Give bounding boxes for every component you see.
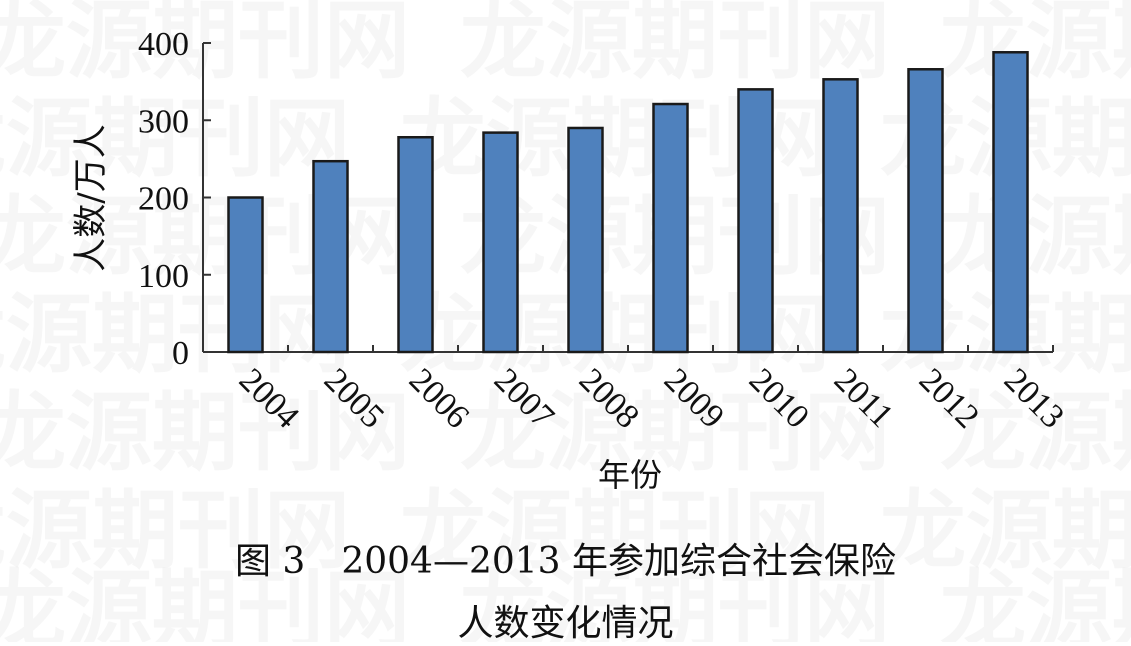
bar [907,68,944,354]
x-tick-label: 2009 [657,361,731,435]
x-tick-label: 2013 [997,361,1071,435]
figure-caption-line-1: 图 3 2004—2013 年参加综合社会保险 [234,541,897,582]
y-tick-label: 0 [172,335,189,372]
bar [822,78,859,354]
bar [992,51,1029,354]
bar [567,126,604,354]
bar [312,159,349,354]
x-tick-label: 2007 [487,361,561,435]
y-axis-label: 人数/万人 [71,124,111,271]
figure-caption-line-2: 人数变化情况 [457,603,674,644]
x-tick-label: 2010 [742,361,816,435]
bar [482,131,519,354]
x-tick-label: 2004 [232,361,306,435]
x-tick-label: 2005 [317,361,391,435]
x-tick-label: 2008 [572,361,646,435]
y-tick-label: 200 [138,181,189,218]
bars [227,51,1029,354]
y-tick-label: 100 [138,258,189,295]
x-tick-label: 2006 [402,361,476,435]
y-tick-label: 300 [138,103,189,140]
x-axis-label: 年份 [598,456,662,494]
y-tick-label: 400 [138,26,189,63]
y-axis: 0 100 200 300 400 [138,26,211,372]
bar [737,88,774,354]
bar [227,196,264,354]
bar [397,135,434,354]
x-tick-label: 2011 [827,361,900,434]
bar [652,102,689,354]
x-axis: 2004 2005 2006 2007 2008 2009 2010 2011 2012 2013 [202,345,1071,436]
x-tick-label: 2012 [912,361,986,435]
